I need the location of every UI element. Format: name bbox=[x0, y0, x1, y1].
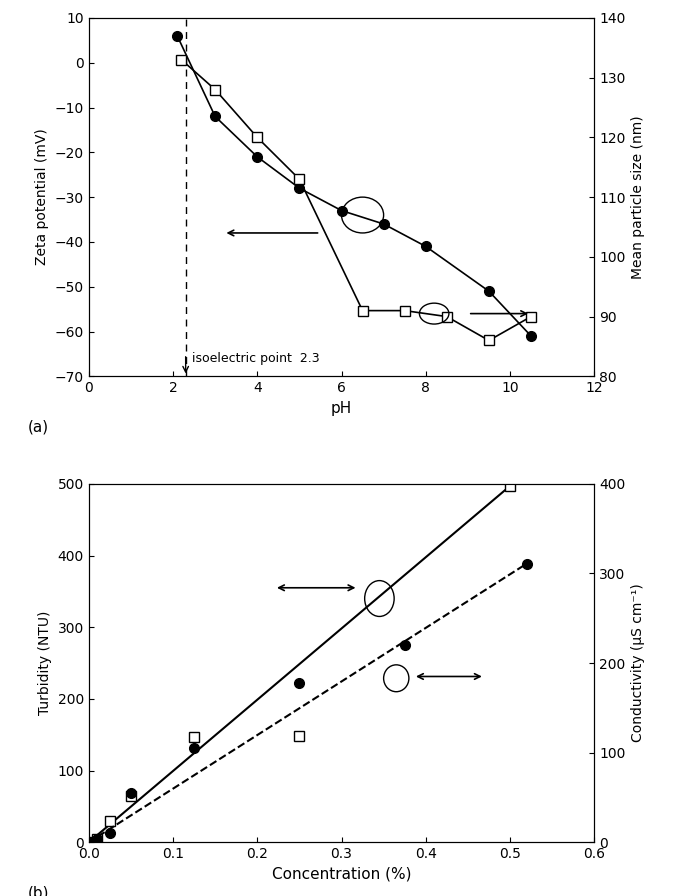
Text: isoelectric point  2.3: isoelectric point 2.3 bbox=[192, 352, 320, 365]
Y-axis label: Turbidity (NTU): Turbidity (NTU) bbox=[38, 611, 52, 715]
Text: (b): (b) bbox=[28, 885, 50, 896]
X-axis label: pH: pH bbox=[331, 401, 352, 416]
Text: (a): (a) bbox=[28, 419, 49, 435]
Y-axis label: Zeta potential (mV): Zeta potential (mV) bbox=[35, 129, 49, 265]
Y-axis label: Mean particle size (nm): Mean particle size (nm) bbox=[631, 116, 645, 279]
Y-axis label: Conductivity (μS cm⁻¹): Conductivity (μS cm⁻¹) bbox=[631, 583, 645, 743]
X-axis label: Concentration (%): Concentration (%) bbox=[272, 866, 411, 882]
